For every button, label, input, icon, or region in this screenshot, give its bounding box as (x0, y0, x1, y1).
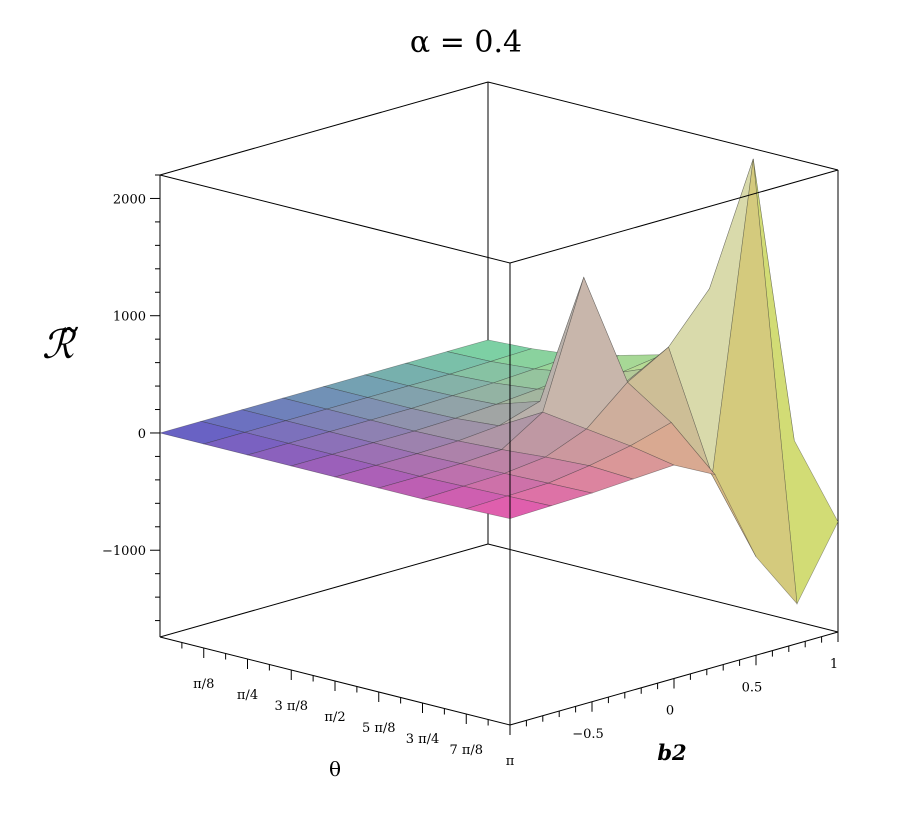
surface-patch (752, 158, 839, 605)
z-tick-label: 2000 (113, 192, 146, 207)
z-tick-label: 0 (138, 427, 146, 442)
x-tick-label: 3 π/4 (406, 732, 440, 747)
y-tick-label: 1 (830, 657, 838, 672)
box-edge (487, 81, 839, 171)
box-edge (487, 543, 839, 633)
box-edge (159, 174, 511, 264)
chart-title: α = 0.4 (410, 25, 522, 60)
box-edge (509, 169, 839, 264)
z-tick-label: −1000 (102, 544, 146, 559)
x-tick-label: 5 π/8 (362, 721, 396, 736)
surface-patch (506, 482, 594, 507)
surface-patch (465, 495, 553, 519)
x-tick-label: π/4 (237, 688, 258, 703)
surface-patch (629, 422, 716, 476)
y-tick-label: −0.5 (572, 727, 604, 742)
z-axis-label: ℛ̃ (42, 322, 79, 368)
y-axis-label: b2 (657, 740, 686, 765)
x-tick-label: π (506, 754, 515, 769)
y-tick-label: 0.5 (742, 680, 763, 695)
x-tick-label: π/8 (193, 677, 214, 692)
box-edge (159, 81, 489, 176)
y-tick-label: 0 (666, 704, 674, 719)
x-axis-label: θ (329, 757, 341, 781)
x-tick-label: π/2 (324, 710, 345, 725)
x-tick-label: 7 π/8 (449, 743, 483, 758)
box-edge (159, 543, 489, 638)
x-tick-label: 3 π/8 (274, 699, 308, 714)
surface-patch (588, 445, 675, 480)
z-tick-label: 1000 (113, 310, 146, 325)
